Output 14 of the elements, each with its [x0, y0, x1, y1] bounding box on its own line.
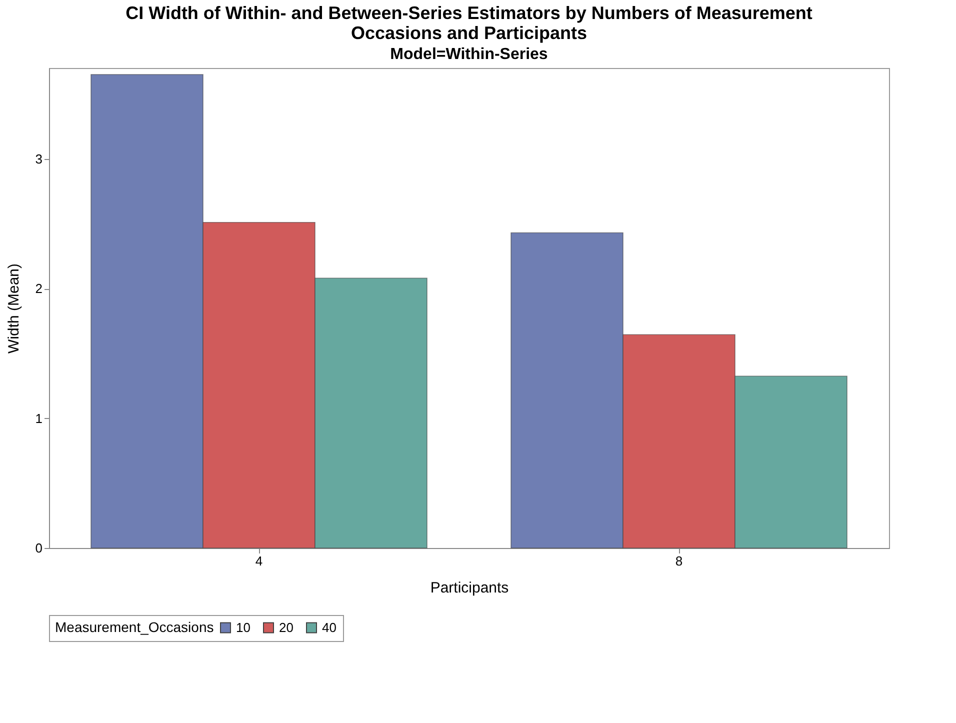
chart-subtitle: Model=Within-Series	[390, 46, 548, 63]
x-tick-label: 4	[255, 554, 263, 568]
x-tick-label: 8	[675, 554, 683, 568]
y-axis-title: Width (Mean)	[5, 263, 22, 354]
y-tick-label: 2	[35, 281, 42, 296]
legend-label: 10	[236, 620, 250, 635]
y-tick-label: 0	[35, 540, 42, 556]
legend-label: 40	[322, 620, 336, 635]
y-tick-label: 1	[35, 410, 42, 426]
chart-title: CI Width of Within- and Between-Series Estimators by Numbers of Measurement Occasions and Participants	[126, 3, 812, 43]
x-axis-title: Participants	[430, 580, 509, 596]
legend-title: Measurement_Occasions	[55, 619, 214, 635]
legend-label: 20	[279, 620, 294, 635]
y-tick-label: 3	[35, 151, 42, 166]
